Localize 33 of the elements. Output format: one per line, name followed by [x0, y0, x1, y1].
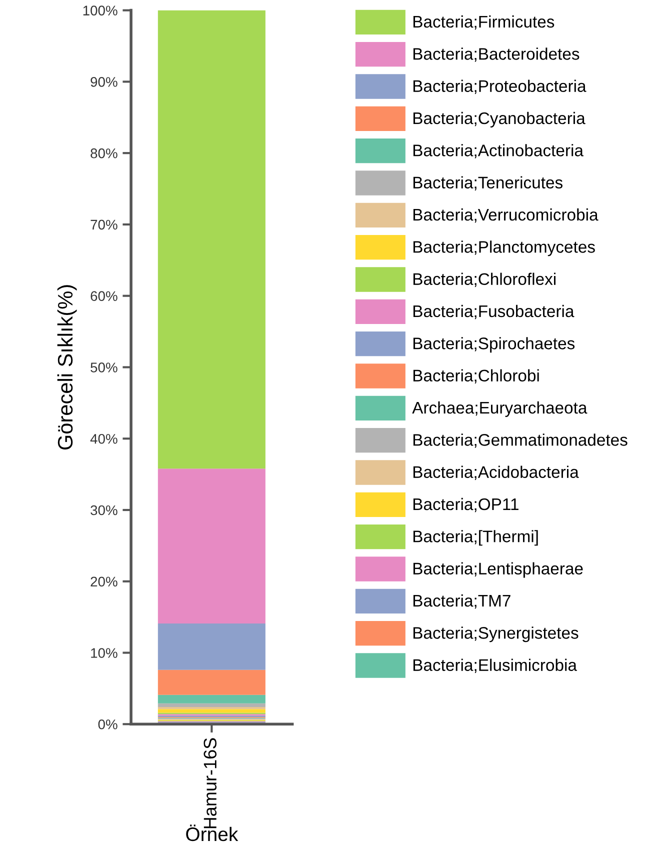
y-tick-label: 60% — [90, 291, 118, 302]
legend-label: Bacteria;Firmicutes — [413, 15, 554, 30]
y-tick-label: 0% — [98, 719, 118, 730]
legend-label: Bacteria;Tenericutes — [413, 176, 562, 190]
legend-label: Archaea;Euryarchaeota — [412, 401, 588, 417]
y-tick-label: 30% — [90, 505, 118, 516]
legend-label: Bacteria;Fusobacteria — [413, 304, 574, 320]
y-tick-label: 70% — [90, 220, 118, 230]
legend-label: Bacteria;[Thermi] — [413, 530, 538, 546]
y-axis-title: Göreceli Sıklık(%) — [57, 285, 77, 450]
legend-label: Bacteria;OP11 — [413, 498, 518, 512]
y-tick-label: 40% — [90, 434, 118, 444]
legend-label: Bacteria;Elusimicrobia — [413, 658, 577, 673]
legend-label: Bacteria;TM7 — [413, 594, 510, 609]
legend-label: Bacteria;Planctomycetes — [413, 240, 595, 256]
y-tick-label: 10% — [91, 648, 118, 658]
legend-label: Bacteria;Chloroflexi — [413, 272, 556, 287]
y-tick-label: 90% — [90, 77, 118, 87]
legend-label: Bacteria;Lentisphaerae — [413, 562, 583, 578]
legend-label: Bacteria;Verrucomicrobia — [413, 208, 598, 223]
y-tick-label: 80% — [90, 148, 118, 158]
legend-label: Bacteria;Actinobacteria — [413, 144, 584, 158]
legend-label: Bacteria;Bacteroidetes — [413, 48, 580, 62]
legend-label: Bacteria;Proteobacteria — [413, 80, 586, 94]
legend-label: Bacteria;Gemmatimonadetes — [413, 434, 628, 448]
y-tick-label: 100% — [83, 6, 118, 16]
legend-label: Bacteria;Chlorobi — [413, 369, 539, 384]
legend-label: Bacteria;Spirochaetes — [413, 337, 575, 353]
legend-label: Bacteria;Acidobacteria — [413, 466, 579, 480]
legend-label: Bacteria;Cyanobacteria — [413, 112, 586, 128]
y-tick-label: 50% — [90, 362, 118, 372]
y-tick-label: 20% — [90, 576, 118, 587]
legend-label: Bacteria;Synergistetes — [413, 626, 578, 642]
